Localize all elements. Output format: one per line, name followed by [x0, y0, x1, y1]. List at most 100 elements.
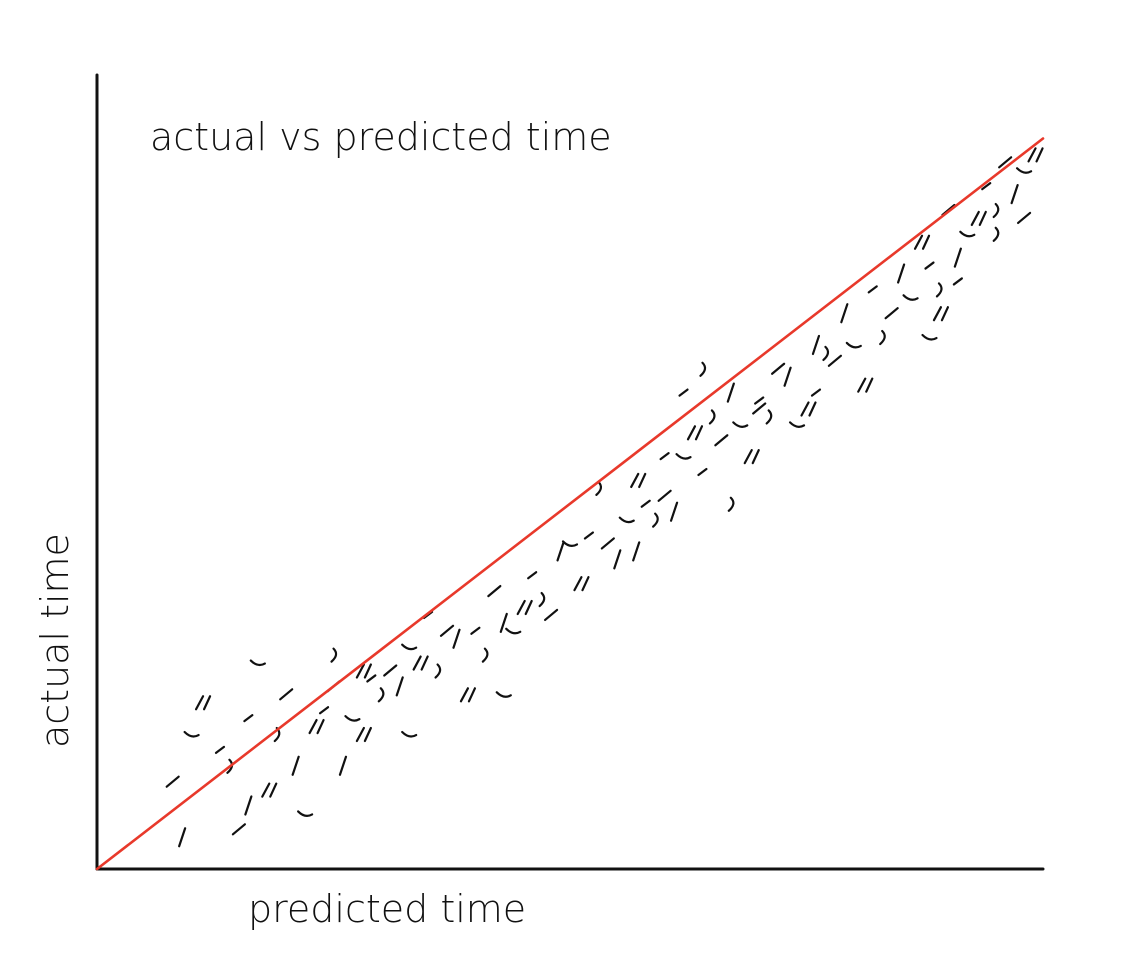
data-point — [231, 823, 246, 836]
data-point — [459, 687, 477, 703]
data-point — [879, 329, 886, 346]
data-point — [754, 396, 765, 405]
data-point — [743, 449, 760, 465]
data-point — [669, 501, 679, 522]
data-point — [771, 362, 786, 375]
data-point — [194, 695, 212, 711]
data-point — [867, 285, 878, 294]
data-point — [913, 234, 931, 250]
data-point — [595, 480, 603, 496]
data-points — [165, 147, 1044, 848]
data-point — [783, 366, 792, 387]
data-point — [618, 516, 635, 524]
data-point — [165, 775, 180, 788]
data-point — [998, 156, 1013, 169]
data-point — [291, 755, 300, 776]
data-point — [401, 643, 418, 651]
data-point — [822, 345, 830, 361]
data-point — [810, 388, 822, 397]
data-point — [183, 730, 200, 738]
data-point — [481, 647, 489, 663]
data-point — [338, 755, 348, 776]
data-point — [959, 230, 976, 238]
data-point — [788, 421, 806, 428]
data-point — [452, 628, 461, 649]
data-point — [932, 306, 950, 322]
data-point — [752, 402, 767, 415]
data-point — [527, 571, 538, 580]
data-point — [383, 664, 398, 677]
data-point — [487, 585, 502, 598]
data-point — [600, 537, 615, 550]
data-point — [613, 549, 622, 570]
data-point — [344, 715, 361, 722]
data-point — [840, 303, 849, 324]
data-point — [714, 434, 729, 447]
data-point — [811, 334, 821, 356]
data-point — [884, 307, 899, 320]
data-point — [659, 452, 670, 461]
data-point — [921, 333, 938, 341]
data-point — [377, 687, 385, 703]
data-point — [657, 489, 672, 502]
data-point — [556, 541, 565, 562]
data-point — [935, 282, 943, 298]
data-point — [857, 377, 874, 393]
data-point — [845, 341, 862, 349]
data-point — [952, 277, 963, 286]
data-point — [981, 182, 992, 191]
data-point — [675, 453, 692, 460]
data-point — [318, 706, 330, 715]
data-point — [953, 247, 962, 268]
data-point — [897, 263, 906, 284]
data-point — [1015, 167, 1033, 174]
data-point — [727, 496, 735, 512]
data-point — [1027, 147, 1044, 163]
data-point — [1016, 211, 1032, 225]
data-point — [800, 401, 817, 417]
data-point — [765, 409, 773, 425]
data-point — [732, 421, 749, 428]
data-point — [970, 210, 987, 227]
data-point — [401, 730, 418, 738]
data-point — [439, 624, 455, 637]
y-axis-label: actual time — [33, 533, 77, 748]
data-point — [686, 425, 704, 441]
data-point — [699, 361, 707, 377]
data-point — [726, 382, 735, 403]
data-point — [355, 663, 372, 679]
data-point — [308, 718, 325, 735]
data-point — [516, 599, 533, 616]
data-point — [395, 676, 404, 697]
data-point — [630, 472, 647, 489]
data-point — [538, 591, 546, 608]
data-point — [412, 655, 429, 671]
data-point — [261, 782, 278, 798]
reference-line — [95, 137, 1045, 871]
data-point — [470, 626, 481, 635]
data-point — [499, 612, 508, 633]
data-point — [505, 627, 522, 635]
data-point — [355, 726, 372, 743]
data-point — [214, 745, 226, 754]
data-point — [697, 467, 708, 477]
data-point — [573, 576, 590, 592]
data-point — [992, 226, 1000, 242]
data-point — [243, 714, 254, 723]
data-point — [366, 674, 377, 683]
data-point — [640, 499, 651, 508]
data-point — [279, 688, 294, 701]
data-point — [632, 541, 641, 562]
data-point — [924, 261, 935, 270]
data-point — [992, 202, 1000, 219]
data-point — [902, 294, 919, 301]
x-axis-label: predicted time — [248, 887, 526, 931]
data-point — [678, 388, 689, 397]
data-point — [434, 663, 442, 679]
data-point — [330, 647, 338, 663]
data-point — [249, 659, 266, 667]
data-point — [543, 608, 559, 622]
chart-title: actual vs predicted time — [150, 115, 612, 159]
data-point — [178, 827, 187, 848]
